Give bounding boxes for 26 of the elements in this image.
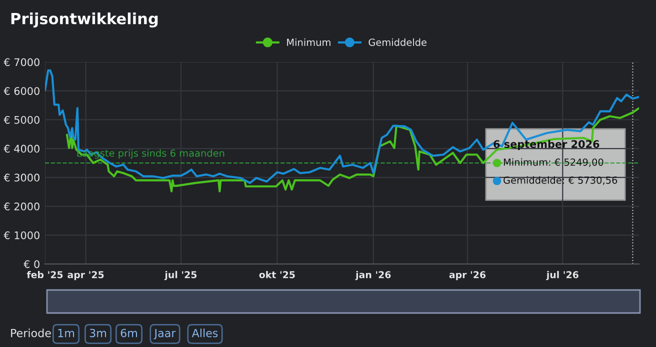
- y-tick-label: € 1000: [4, 231, 40, 240]
- x-tick-label: apr '26: [449, 271, 486, 280]
- legend-label: Gemiddelde: [368, 38, 426, 46]
- x-tick-label: jul '25: [164, 270, 197, 280]
- y-tick-label: € 5000: [4, 116, 40, 124]
- line-series: [66, 107, 639, 192]
- text: 1m: [58, 328, 74, 338]
- y-tick-label: € 6000: [4, 87, 40, 95]
- x-tick-label: apr '25: [68, 271, 104, 280]
- legend-label: Minimum: [287, 38, 330, 46]
- x-tick-label: feb '25: [26, 270, 63, 278]
- y-tick-label: € 0: [24, 260, 40, 268]
- y-tick-label: € 3000: [4, 174, 40, 182]
- x-tick-label: jan '26: [355, 270, 391, 280]
- line-series: [45, 69, 639, 184]
- text: Periode: [11, 328, 51, 338]
- text: 3m: [90, 328, 106, 338]
- x-tick-label: jul '26: [546, 270, 578, 280]
- y-tick-label: € 2000: [4, 202, 40, 210]
- x-tick-label: okt '25: [259, 270, 295, 278]
- chart-title: Prijsontwikkeling: [11, 12, 158, 28]
- text: 6m: [120, 328, 138, 338]
- y-tick-label: € 7000: [4, 58, 40, 66]
- text: Jaar: [154, 328, 176, 340]
- text: Alles: [192, 328, 218, 338]
- y-tick-label: € 4000: [4, 144, 40, 153]
